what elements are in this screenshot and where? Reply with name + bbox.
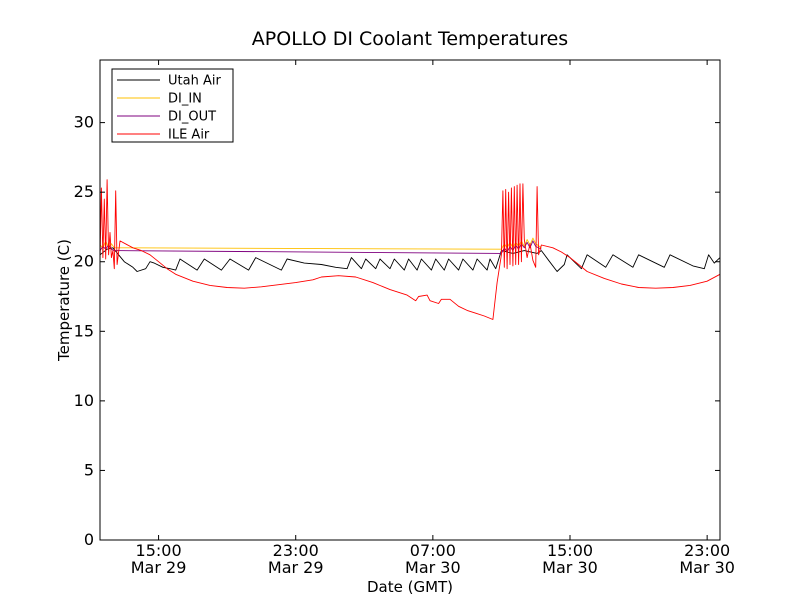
x-tick-time-label: 23:00 [684, 541, 730, 560]
y-axis-ticks: 0 5 10 15 20 25 30 [74, 113, 720, 549]
x-tick-date-label: Mar 30 [405, 558, 461, 577]
series-line-0 [99, 247, 721, 272]
x-tick-date-label: Mar 30 [679, 558, 735, 577]
x-tick-time-label: 23:00 [273, 541, 319, 560]
legend-label-2: DI_OUT [168, 110, 216, 125]
y-tick-label: 15 [74, 321, 94, 340]
legend: Utah Air DI_IN DI_OUT ILE Air [111, 68, 234, 143]
x-axis-label: Date (GMT) [367, 578, 453, 596]
chart-title: APOLLO DI Coolant Temperatures [252, 28, 568, 50]
legend-label-3: ILE Air [168, 128, 210, 143]
x-tick-time-label: 07:00 [410, 541, 456, 560]
x-tick-date-label: Mar 29 [268, 558, 324, 577]
x-tick-time-label: 15:00 [136, 541, 182, 560]
y-tick-label: 10 [74, 391, 94, 410]
legend-box [111, 68, 234, 143]
x-tick-time-label: 15:00 [547, 541, 593, 560]
y-tick-label: 20 [74, 252, 94, 271]
plot-frame [99, 59, 721, 541]
y-tick-label: 30 [74, 113, 94, 132]
y-tick-label: 5 [84, 460, 94, 479]
series-line-3 [99, 179, 721, 320]
y-tick-label: 25 [74, 182, 94, 201]
x-tick-date-label: Mar 30 [542, 558, 598, 577]
legend-label-0: Utah Air [168, 74, 221, 89]
plot-lines [99, 179, 721, 320]
legend-label-1: DI_IN [168, 92, 202, 107]
y-axis-label: Temperature (C) [55, 239, 73, 362]
x-tick-date-label: Mar 29 [131, 558, 187, 577]
y-tick-label: 0 [84, 530, 94, 549]
